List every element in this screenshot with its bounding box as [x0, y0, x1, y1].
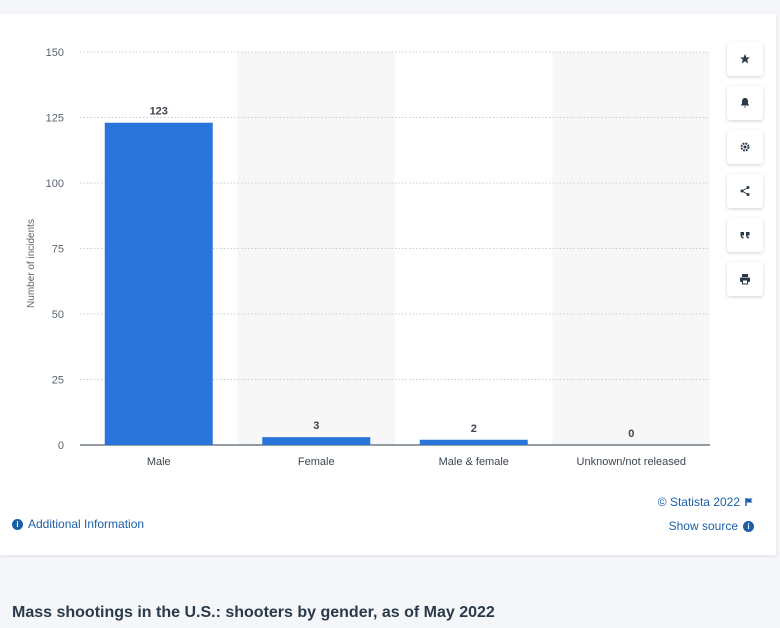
y-tick-label: 25 — [52, 375, 64, 387]
print-button[interactable] — [727, 262, 763, 296]
page-title: Mass shootings in the U.S.: shooters by … — [12, 604, 495, 621]
favorite-button[interactable] — [727, 42, 763, 76]
y-tick-label: 150 — [46, 47, 64, 59]
background-band — [237, 52, 395, 445]
settings-button[interactable] — [727, 130, 763, 164]
data-label: 123 — [150, 106, 168, 118]
chart-card: 0 25 50 75 100 125 150 123 Male 3 Female 2 Male & fe… — [0, 14, 776, 555]
print-icon — [740, 274, 750, 285]
gear-icon — [740, 142, 750, 152]
star-icon — [740, 54, 750, 64]
show-source-label: Show source — [668, 519, 738, 533]
info-icon: i — [743, 520, 754, 532]
y-tick-label: 50 — [52, 309, 64, 321]
x-tick-label: Unknown/not released — [577, 456, 686, 468]
notification-button[interactable] — [727, 86, 763, 120]
data-label: 3 — [313, 420, 319, 432]
bar — [262, 437, 371, 445]
quote-icon — [740, 232, 750, 239]
credit-text: © Statista 2022 — [657, 495, 740, 509]
show-source-link[interactable]: Show source i — [669, 519, 754, 533]
x-tick-label: Female — [298, 456, 335, 468]
statista-credit-link[interactable]: © Statista 2022 — [658, 495, 754, 509]
y-axis-title: Number of incidents — [26, 219, 37, 308]
data-label: 0 — [628, 428, 634, 440]
data-label: 2 — [471, 423, 477, 435]
x-tick-label: Male & female — [439, 456, 509, 468]
additional-information-label: Additional Information — [28, 517, 145, 531]
info-icon: i — [12, 518, 23, 530]
background-band — [552, 52, 710, 445]
y-tick-label: 75 — [52, 244, 64, 256]
chart-toolbar — [727, 42, 763, 306]
bar-chart: 0 25 50 75 100 125 150 123 Male 3 Female 2 Male & fe… — [26, 47, 710, 468]
y-tick-label: 0 — [58, 440, 64, 452]
bar — [104, 122, 213, 446]
share-icon — [740, 186, 750, 196]
share-button[interactable] — [727, 174, 763, 208]
bell-icon — [741, 98, 749, 108]
bar — [419, 439, 528, 445]
flag-icon — [745, 498, 753, 506]
additional-information-link[interactable]: i Additional Information — [12, 517, 144, 531]
y-tick-label: 125 — [46, 113, 64, 125]
x-tick-label: Male — [147, 456, 171, 468]
cite-button[interactable] — [727, 218, 763, 252]
y-tick-label: 100 — [46, 178, 64, 190]
